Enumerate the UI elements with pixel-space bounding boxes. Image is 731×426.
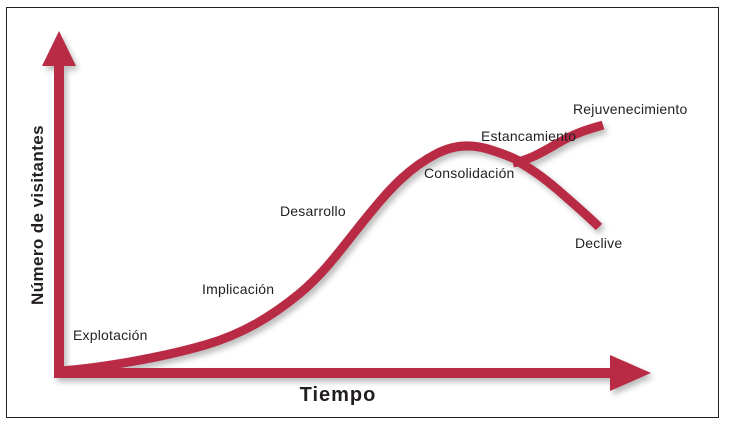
stage-label-rejuvenecimiento: Rejuvenecimiento <box>573 101 688 117</box>
stage-label-explotacion: Explotación <box>73 327 148 343</box>
axis-lines <box>54 62 614 378</box>
y-axis-arrowhead-icon <box>42 31 76 66</box>
x-axis-label: Tiempo <box>299 384 377 406</box>
y-axis-label: Número de visitantes <box>28 125 47 305</box>
stage-label-implicacion: Implicación <box>202 281 275 297</box>
stage-label-estancamiento: Estancamiento <box>481 128 577 144</box>
stage-label-desarrollo: Desarrollo <box>280 203 346 219</box>
growth-curve <box>59 141 527 376</box>
x-axis-arrowhead-icon <box>610 355 651 391</box>
stage-label-consolidacion: Consolidación <box>424 165 515 181</box>
stage-label-declive: Declive <box>575 235 623 251</box>
diagram-frame-border <box>6 7 719 418</box>
decline-branch-curve <box>514 157 603 231</box>
rejuvenation-branch-curve <box>512 120 605 168</box>
